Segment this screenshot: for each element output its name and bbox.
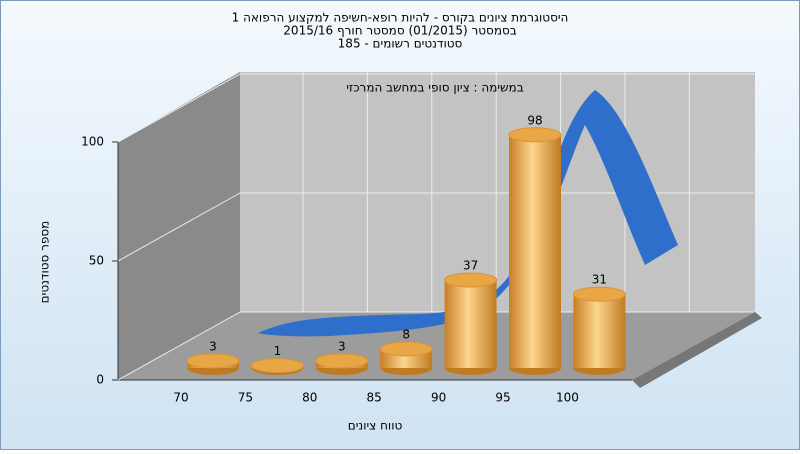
x-axis-label: טווח ציונים bbox=[348, 419, 403, 433]
title-line: בסמסטר (01/2015) סמסטר חורף 2015/16 bbox=[283, 24, 516, 38]
bar-top bbox=[379, 341, 433, 357]
bar-top bbox=[508, 127, 562, 143]
value-label: 3 bbox=[209, 339, 217, 353]
back-wall bbox=[240, 72, 755, 312]
x-tick-label: 75 bbox=[238, 391, 253, 405]
grid bbox=[117, 72, 754, 381]
bar bbox=[250, 358, 304, 375]
bar bbox=[444, 272, 498, 375]
trend-ribbon bbox=[258, 90, 678, 337]
subtitle: במשימה : ציון סופי במחשב המרכזי bbox=[346, 81, 523, 95]
bar-top bbox=[315, 353, 369, 369]
bar-body bbox=[444, 279, 497, 368]
value-label: 98 bbox=[527, 113, 542, 127]
x-tick-label: 70 bbox=[173, 391, 188, 405]
bar-top bbox=[250, 358, 304, 374]
bar bbox=[186, 353, 240, 375]
value-label: 31 bbox=[592, 273, 607, 287]
x-tick-label: 85 bbox=[367, 391, 382, 405]
bar-body bbox=[509, 134, 561, 368]
floor-edge bbox=[632, 312, 762, 388]
grid-line bbox=[117, 311, 241, 381]
y-axis-label: מספר סטודנטים bbox=[38, 221, 52, 304]
bar-body bbox=[573, 294, 626, 368]
left-wall bbox=[118, 72, 240, 380]
x-tick-label: 95 bbox=[495, 391, 510, 405]
y-tick-label: 50 bbox=[89, 254, 104, 268]
title-line: היסטוגרמת ציונים בקורס - להיות רופא-חשיפ… bbox=[232, 11, 569, 25]
bar bbox=[315, 353, 369, 375]
value-label: 37 bbox=[463, 258, 478, 272]
y-tick-label: 0 bbox=[96, 373, 104, 387]
bar-top bbox=[572, 286, 626, 302]
bar bbox=[508, 127, 562, 375]
value-label: 3 bbox=[338, 339, 346, 353]
grid-line bbox=[117, 192, 241, 262]
bar-top bbox=[186, 353, 240, 369]
bar bbox=[572, 286, 626, 375]
y-tick-label: 100 bbox=[81, 135, 104, 149]
x-tick-label: 100 bbox=[556, 391, 579, 405]
bar bbox=[379, 341, 433, 375]
title-line: 185 - סטודנטים רשומים bbox=[338, 37, 463, 51]
value-label: 1 bbox=[274, 344, 282, 358]
x-tick-label: 90 bbox=[431, 391, 446, 405]
bar-top bbox=[444, 272, 498, 288]
x-tick-label: 80 bbox=[302, 391, 317, 405]
value-label: 8 bbox=[402, 327, 410, 341]
grid-line bbox=[117, 73, 241, 143]
